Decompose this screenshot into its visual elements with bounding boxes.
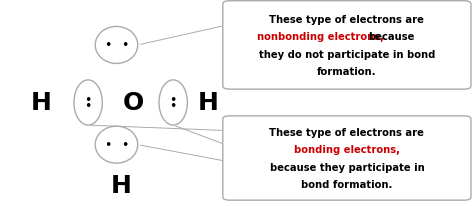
Text: because they participate in: because they participate in — [270, 162, 424, 172]
Text: formation.: formation. — [317, 67, 377, 77]
Text: H: H — [198, 91, 219, 115]
Text: These type of electrons are: These type of electrons are — [269, 15, 424, 25]
Text: •: • — [84, 99, 92, 112]
Text: •: • — [170, 99, 177, 112]
Text: H: H — [30, 91, 51, 115]
Text: •: • — [104, 39, 112, 52]
FancyBboxPatch shape — [223, 116, 471, 200]
Text: •: • — [121, 138, 128, 151]
Text: •: • — [121, 39, 128, 52]
FancyBboxPatch shape — [223, 2, 471, 90]
Text: bonding electrons,: bonding electrons, — [294, 145, 400, 154]
Text: •: • — [170, 94, 177, 107]
Text: they do not participate in bond: they do not participate in bond — [259, 49, 435, 59]
Text: These type of electrons are: These type of electrons are — [269, 127, 424, 137]
Text: •: • — [104, 138, 112, 151]
Text: bond formation.: bond formation. — [301, 179, 392, 189]
Text: •: • — [84, 94, 92, 107]
Text: because: because — [369, 32, 415, 42]
Text: nonbonding electrons,: nonbonding electrons, — [257, 32, 384, 42]
Text: H: H — [111, 173, 132, 197]
Text: O: O — [122, 91, 144, 115]
